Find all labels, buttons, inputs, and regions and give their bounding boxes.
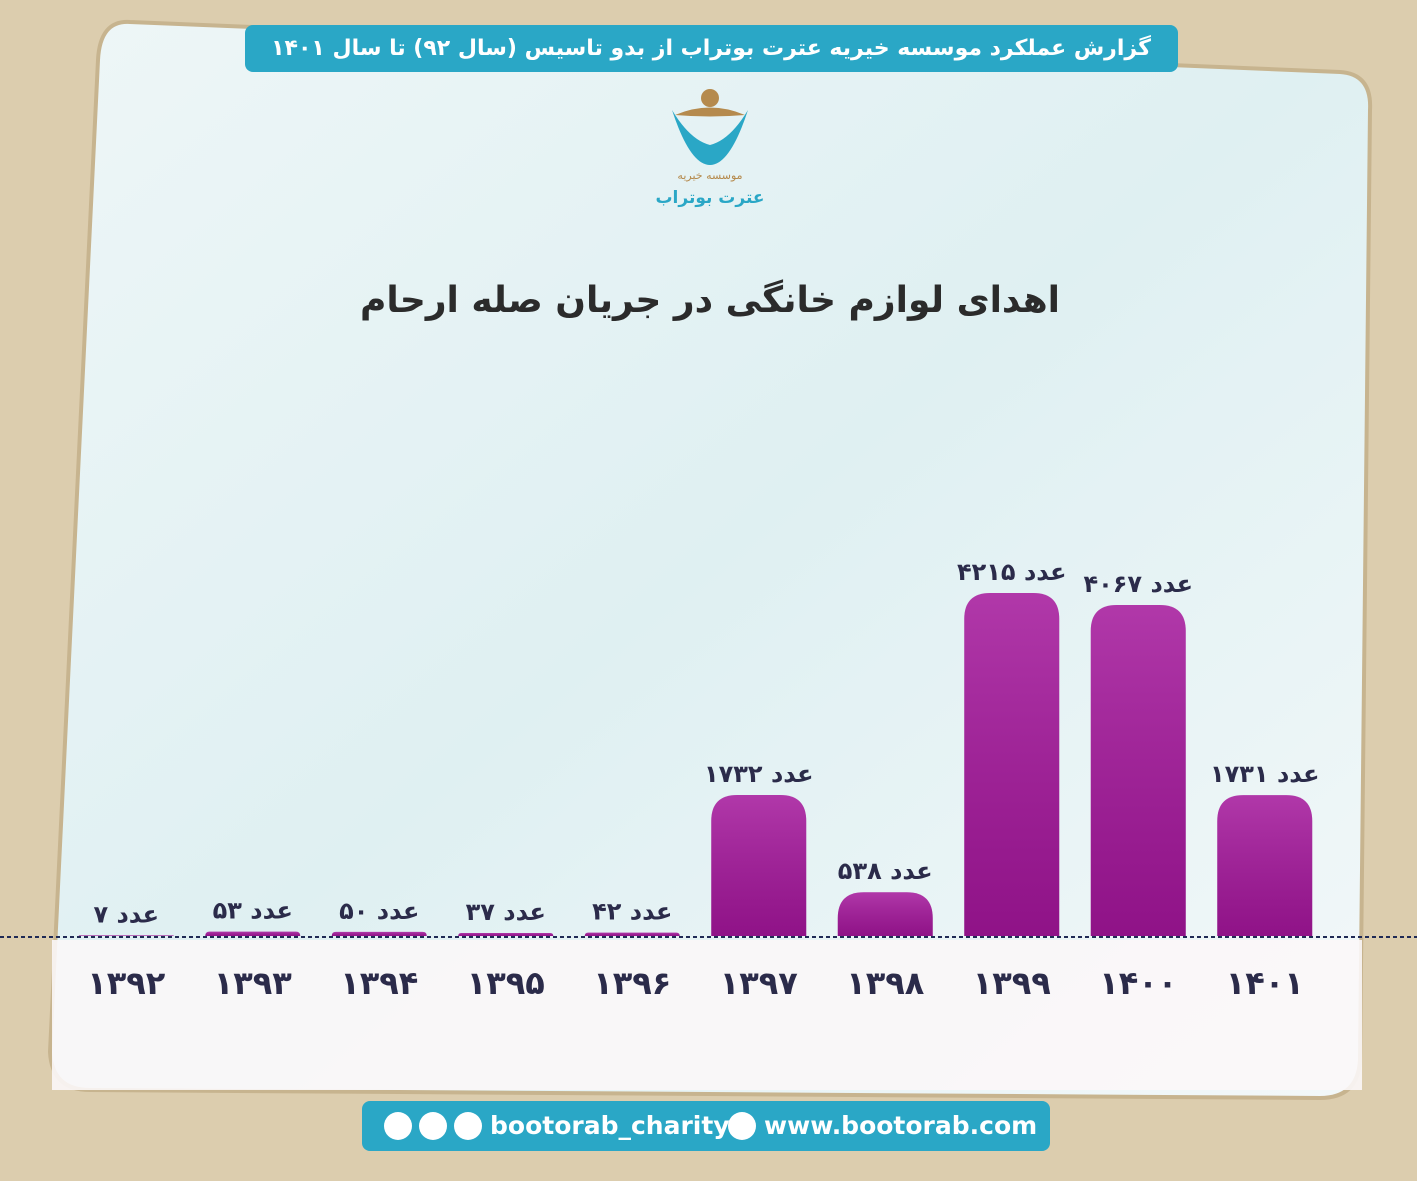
bars: ۷ عدد ۱۳۹۲ ۵۳ عدد ۱۳۹۳ ۵۰ عدد ۱۳۹۴ ۳۷ عدد ۱۳۹۵ ۴… (78, 558, 1320, 1002)
value-label: ۴۲۱۵ عدد (957, 558, 1067, 586)
logo-arms (675, 107, 745, 117)
logo: موسسه خیریه عترت بوتراب (655, 89, 765, 208)
logo-head (701, 89, 719, 107)
chart-title: اهدای لوازم خانگی در جریان صله ارحام (360, 279, 1060, 321)
bar-shade (331, 931, 427, 936)
x-tick-label: ۱۳۹۵ (467, 964, 545, 1002)
logo-text: موسسه خیریه (677, 169, 742, 182)
value-label: ۴۲ عدد (592, 898, 672, 926)
logo-shape (672, 110, 748, 165)
value-label: ۱۷۳۲ عدد (704, 760, 814, 788)
bar-shade (711, 795, 807, 936)
app-icon (419, 1112, 447, 1140)
bar-shade (458, 932, 554, 936)
bar-shade (584, 932, 680, 936)
header-bar (245, 25, 1178, 72)
value-label: ۴۰۶۷ عدد (1083, 570, 1193, 598)
value-label: ۵۰ عدد (339, 897, 419, 925)
bar-shade (1217, 795, 1313, 936)
x-tick-label: ۱۳۹۹ (973, 964, 1051, 1002)
value-label: ۷ عدد (93, 900, 159, 928)
label-band (52, 940, 1362, 1090)
header-text: گزارش عملکرد موسسه خیریه عترت بوتراب از … (271, 34, 1151, 61)
bar-shade (205, 931, 301, 936)
value-label: ۵۳ عدد (213, 897, 293, 925)
x-tick-label: ۱۳۹۲ (87, 964, 166, 1002)
footer-bar (362, 1101, 1050, 1151)
value-label: ۱۷۳۱ عدد (1210, 760, 1320, 788)
web-icon (728, 1112, 756, 1140)
bar-shade (1090, 605, 1186, 936)
value-label: ۵۳۸ عدد (838, 857, 933, 885)
value-label: ۳۷ عدد (466, 898, 546, 926)
x-tick-label: ۱۳۹۶ (593, 964, 671, 1002)
x-tick-label: ۱۴۰۱ (1226, 964, 1304, 1002)
instagram-icon (384, 1112, 412, 1140)
bar-shade (78, 935, 174, 936)
x-tick-label: ۱۳۹۴ (340, 964, 418, 1002)
x-tick-label: ۱۳۹۳ (214, 964, 293, 1002)
bar-shade (964, 593, 1060, 936)
x-tick-label: ۱۴۰۰ (1099, 964, 1177, 1002)
logo-text: عترت بوتراب (655, 188, 764, 208)
social-handle: bootorab_charity (490, 1111, 730, 1140)
x-tick-label: ۱۳۹۷ (720, 964, 799, 1002)
bar-shade (837, 892, 933, 936)
website: www.bootorab.com (764, 1111, 1037, 1140)
telegram-icon (454, 1112, 482, 1140)
x-tick-label: ۱۳۹۸ (846, 964, 925, 1002)
